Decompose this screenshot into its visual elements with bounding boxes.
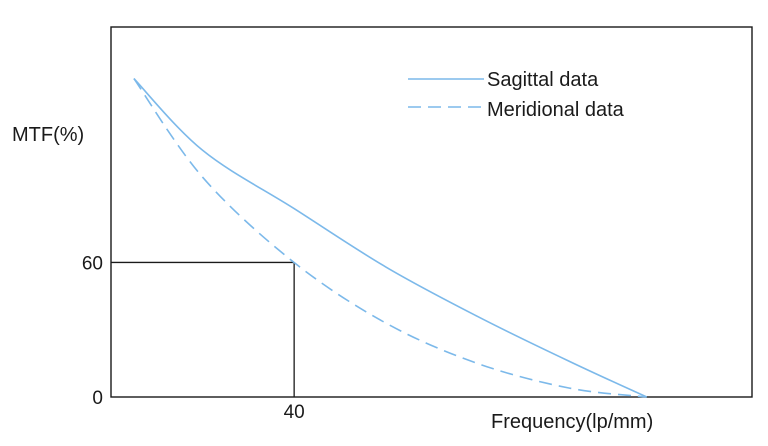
y-tick-label: 60 [82, 253, 103, 274]
y-axis-label: MTF(%) [12, 124, 84, 146]
y-tick-labels: 0 60 [82, 253, 103, 409]
series-layer [133, 78, 648, 398]
legend-label-sagittal: Sagittal data [487, 69, 599, 91]
legend: Sagittal data Meridional data [408, 69, 625, 121]
plot-frame [110, 26, 753, 398]
reference-lines [111, 261, 295, 397]
legend-label-meridional: Meridional data [487, 99, 625, 121]
x-axis-label: Frequency(lp/mm) [491, 411, 653, 433]
y-tick-label: 0 [92, 388, 103, 409]
series-line-sagittal [133, 78, 648, 398]
x-tick-label: 40 [284, 402, 305, 423]
x-tick-labels: 40 [284, 402, 305, 423]
series-line-meridional [133, 78, 647, 398]
